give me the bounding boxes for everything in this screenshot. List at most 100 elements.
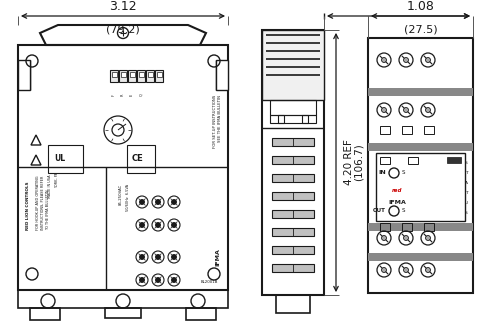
Bar — [408, 157, 418, 164]
Text: T: T — [465, 171, 467, 175]
Bar — [119, 70, 127, 82]
Bar — [48, 145, 83, 173]
Bar — [18, 60, 30, 90]
Bar — [146, 70, 154, 82]
Text: FOR SET-UP INSTRUCTIONS: FOR SET-UP INSTRUCTIONS — [213, 95, 217, 148]
Text: 50/60Hz  6.5VA: 50/60Hz 6.5VA — [126, 184, 130, 211]
Text: T: T — [465, 191, 467, 195]
Bar — [105, 308, 141, 318]
Text: (27.5): (27.5) — [404, 24, 437, 34]
Bar — [127, 145, 155, 173]
Bar — [376, 153, 465, 221]
Text: A: A — [465, 181, 468, 185]
Bar — [148, 71, 153, 76]
Bar — [18, 45, 228, 290]
Circle shape — [382, 236, 387, 241]
Circle shape — [425, 236, 430, 241]
Bar — [155, 70, 163, 82]
Text: OUT: OUT — [373, 208, 386, 213]
Text: 4.20 REF: 4.20 REF — [344, 140, 354, 186]
Bar — [216, 60, 228, 90]
Text: Q: Q — [139, 93, 143, 96]
Text: SEE THE IFMA BULLETIN: SEE THE IFMA BULLETIN — [218, 95, 222, 142]
Circle shape — [156, 255, 160, 260]
Bar — [111, 71, 116, 76]
Text: IFMA: IFMA — [388, 201, 406, 205]
Bar — [368, 38, 473, 293]
Text: F: F — [112, 94, 116, 96]
Bar — [302, 115, 316, 123]
Bar — [447, 157, 461, 163]
Bar — [368, 143, 473, 151]
Circle shape — [171, 255, 176, 260]
Circle shape — [404, 108, 408, 113]
Bar — [368, 253, 473, 261]
Circle shape — [140, 222, 145, 227]
Bar — [402, 126, 412, 134]
Circle shape — [382, 268, 387, 272]
Bar — [272, 156, 314, 164]
Text: S: S — [402, 208, 406, 213]
Text: 1.08: 1.08 — [407, 0, 434, 13]
Text: FOR HOOK-UP AND OPERATING
INSTRUCTIONS, PLEASE REFER
TO THE IFMA BULLETIN: FOR HOOK-UP AND OPERATING INSTRUCTIONS, … — [36, 175, 50, 229]
Bar — [262, 30, 324, 295]
Bar — [424, 223, 434, 231]
Bar — [30, 308, 60, 320]
Bar — [137, 70, 145, 82]
Bar — [120, 71, 125, 76]
Text: red: red — [392, 188, 403, 193]
Bar — [368, 223, 473, 231]
Bar — [380, 126, 390, 134]
Bar — [128, 70, 136, 82]
Bar — [270, 115, 284, 123]
Circle shape — [171, 222, 176, 227]
Bar — [270, 100, 316, 115]
Text: S: S — [402, 171, 406, 176]
Text: IFMA: IFMA — [216, 248, 221, 266]
Circle shape — [425, 268, 430, 272]
Text: (106.7): (106.7) — [354, 144, 364, 181]
Bar — [130, 71, 135, 76]
Text: UL: UL — [54, 154, 65, 163]
Bar — [272, 246, 314, 254]
Text: U: U — [465, 201, 468, 205]
Text: CE: CE — [132, 154, 144, 163]
Bar — [368, 88, 473, 96]
Bar — [272, 138, 314, 146]
Circle shape — [382, 58, 387, 62]
Circle shape — [425, 108, 430, 113]
Circle shape — [140, 255, 145, 260]
Circle shape — [140, 277, 145, 282]
Bar — [110, 70, 118, 82]
Bar — [278, 115, 308, 123]
Text: 3.12: 3.12 — [109, 0, 137, 13]
Text: BL2001B: BL2001B — [201, 280, 218, 284]
Text: 85-250VAC: 85-250VAC — [119, 184, 123, 205]
Text: RED LION CONTROLS: RED LION CONTROLS — [26, 182, 30, 230]
Bar — [272, 174, 314, 182]
Bar — [139, 71, 144, 76]
Circle shape — [156, 200, 160, 204]
Circle shape — [404, 268, 408, 272]
Bar — [424, 126, 434, 134]
Bar — [272, 192, 314, 200]
Circle shape — [156, 277, 160, 282]
Text: R: R — [121, 94, 125, 96]
Bar — [157, 71, 161, 76]
Text: YORK, PA: YORK, PA — [55, 172, 59, 188]
Text: S: S — [465, 211, 467, 215]
Bar — [18, 290, 228, 308]
Bar — [276, 295, 310, 313]
Circle shape — [404, 236, 408, 241]
Bar — [272, 228, 314, 236]
Text: S: S — [465, 161, 467, 165]
Circle shape — [156, 222, 160, 227]
Bar — [272, 264, 314, 272]
Bar — [402, 223, 412, 231]
Circle shape — [404, 58, 408, 62]
Text: E: E — [130, 94, 134, 96]
Text: IN: IN — [378, 171, 386, 176]
Circle shape — [171, 277, 176, 282]
Text: (79.2): (79.2) — [106, 24, 140, 34]
Circle shape — [425, 58, 430, 62]
